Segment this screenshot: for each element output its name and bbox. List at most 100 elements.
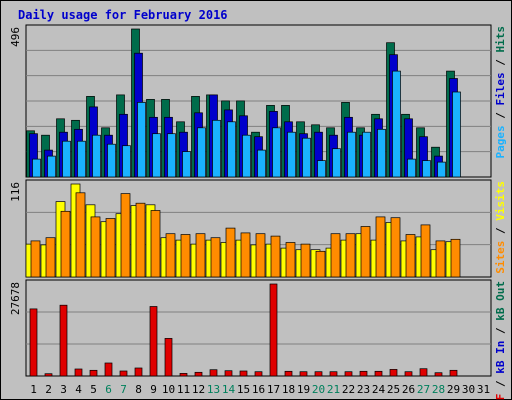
bar-sites-day-9	[150, 210, 161, 278]
chart-title: Daily usage for February 2016	[18, 8, 228, 22]
bar-pages-day-14	[227, 121, 236, 178]
bar-sites-day-15	[240, 232, 251, 278]
bar-sites-day-5	[90, 216, 101, 278]
legend-panel-3: kB F / kB In / kB Out	[494, 281, 507, 400]
bar-sites-day-25	[390, 217, 401, 278]
bar-pages-day-27	[422, 160, 431, 178]
bar-kbytes-day-18	[284, 370, 293, 377]
bar-sites-day-14	[225, 227, 236, 278]
bar-pages-day-25	[392, 70, 401, 178]
bar-kbytes-day-16	[254, 371, 263, 377]
bar-sites-day-1	[30, 240, 41, 278]
bar-pages-day-4	[77, 140, 86, 178]
bar-pages-day-13	[212, 119, 221, 178]
x-tick-label-day-19: 19	[297, 383, 310, 396]
bar-pages-day-28	[437, 161, 446, 178]
bar-pages-day-8	[137, 102, 146, 178]
bar-kbytes-day-26	[404, 371, 413, 377]
bar-sites-day-8	[135, 202, 146, 278]
bar-sites-day-13	[210, 237, 221, 278]
x-tick-label-day-29: 29	[447, 383, 460, 396]
bar-sites-day-19	[300, 243, 311, 278]
bar-sites-day-28	[435, 240, 446, 278]
bar-kbytes-day-4	[74, 368, 83, 377]
bar-sites-day-2	[45, 237, 56, 278]
bar-sites-day-3	[60, 210, 71, 278]
x-tick-label-day-8: 8	[135, 383, 142, 396]
bar-sites-day-18	[285, 242, 296, 278]
x-tick-label-day-2: 2	[45, 383, 52, 396]
x-tick-label-day-31: 31	[477, 383, 490, 396]
bar-kbytes-day-6	[104, 362, 113, 377]
x-tick-label-day-27: 27	[417, 383, 430, 396]
x-tick-label-day-1: 1	[30, 383, 37, 396]
bar-pages-day-16	[257, 149, 266, 178]
bar-sites-day-7	[120, 193, 131, 278]
panel-3-frame	[25, 279, 492, 377]
x-tick-label-day-12: 12	[192, 383, 205, 396]
bar-pages-day-11	[182, 151, 191, 178]
x-tick-label-day-24: 24	[372, 383, 386, 396]
bar-kbytes-day-29	[449, 369, 458, 377]
bar-kbytes-day-22	[344, 371, 353, 377]
bar-kbytes-day-28	[434, 372, 443, 377]
bar-kbytes-day-10	[164, 338, 173, 377]
legend-entry: Sites	[494, 241, 507, 274]
x-tick-label-day-9: 9	[150, 383, 157, 396]
x-tick-label-day-30: 30	[462, 383, 475, 396]
x-tick-label-day-14: 14	[222, 383, 236, 396]
bar-kbytes-day-1	[29, 308, 38, 377]
bar-sites-day-23	[360, 226, 371, 278]
x-tick-label-day-17: 17	[267, 383, 280, 396]
bar-pages-day-6	[107, 143, 116, 178]
x-tick-label-day-20: 20	[312, 383, 325, 396]
bar-pages-day-2	[47, 155, 56, 178]
bar-sites-day-16	[255, 233, 266, 278]
bar-pages-day-22	[347, 131, 356, 178]
legend-entry: Files	[494, 72, 507, 105]
legend-panel-2: Sites / Visits	[494, 181, 507, 274]
x-tick-label-day-10: 10	[162, 383, 175, 396]
x-tick-label-day-13: 13	[207, 383, 220, 396]
y-tick-label-panel-3: 27678	[9, 282, 22, 315]
bar-kbytes-day-24	[374, 370, 383, 377]
bar-pages-day-29	[452, 91, 461, 178]
legend-entry: Hits	[494, 26, 507, 53]
bar-sites-day-10	[165, 233, 176, 278]
x-tick-label-day-25: 25	[387, 383, 400, 396]
legend-entry: Visits	[494, 181, 507, 221]
bar-sites-day-24	[375, 216, 386, 278]
bar-sites-day-21	[330, 233, 341, 278]
bar-sites-day-4	[75, 192, 86, 278]
x-tick-label-day-23: 23	[357, 383, 370, 396]
bar-kbytes-day-12	[194, 371, 203, 377]
bar-pages-day-19	[302, 137, 311, 178]
y-tick-label-panel-2: 116	[9, 182, 22, 202]
bar-kbytes-day-3	[59, 304, 68, 377]
x-tick-label-day-21: 21	[327, 383, 340, 396]
bar-kbytes-day-21	[329, 371, 338, 377]
bar-sites-day-6	[105, 218, 116, 278]
bar-sites-day-11	[180, 234, 191, 278]
bar-pages-day-9	[152, 133, 161, 178]
x-tick-label-day-22: 22	[342, 383, 355, 396]
x-tick-label-day-6: 6	[105, 383, 112, 396]
x-tick-label-day-11: 11	[177, 383, 190, 396]
bar-kbytes-day-13	[209, 369, 218, 377]
x-tick-label-day-5: 5	[90, 383, 97, 396]
bar-pages-day-20	[317, 160, 326, 178]
x-tick-label-day-26: 26	[402, 383, 415, 396]
bar-pages-day-7	[122, 145, 131, 178]
bar-pages-day-10	[167, 133, 176, 178]
bar-kbytes-day-11	[179, 373, 188, 377]
x-tick-label-day-7: 7	[120, 383, 127, 396]
x-tick-label-day-28: 28	[432, 383, 445, 396]
bar-kbytes-day-7	[119, 370, 128, 377]
x-tick-label-day-3: 3	[60, 383, 67, 396]
legend-entry: /	[494, 221, 507, 241]
bar-kbytes-day-20	[314, 371, 323, 377]
bar-pages-day-3	[62, 140, 71, 178]
legend-entry: kB F	[494, 394, 507, 400]
bar-sites-day-20	[315, 250, 326, 278]
